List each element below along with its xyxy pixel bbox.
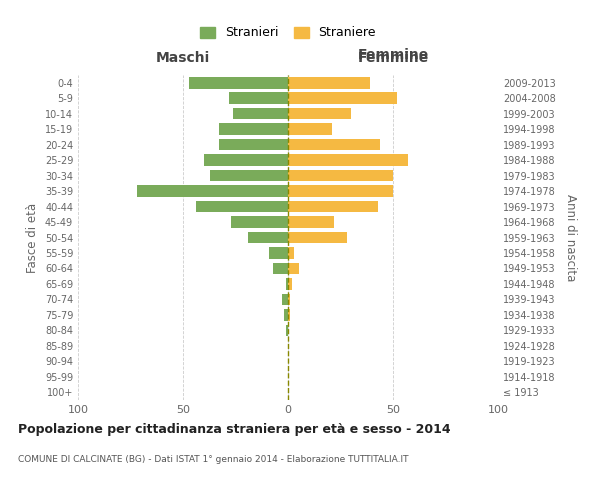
Bar — [284, 309, 288, 320]
Bar — [288, 232, 347, 243]
Bar — [229, 92, 288, 104]
Bar — [286, 278, 288, 289]
Bar — [282, 294, 288, 305]
Bar — [288, 278, 292, 289]
Bar — [218, 139, 288, 150]
Bar — [189, 77, 288, 88]
Bar — [274, 262, 288, 274]
Bar — [288, 186, 393, 197]
Bar — [204, 154, 288, 166]
Bar — [288, 294, 290, 305]
Legend: Stranieri, Straniere: Stranieri, Straniere — [196, 22, 380, 43]
Bar — [233, 108, 288, 120]
Bar — [288, 154, 408, 166]
Text: Femmine: Femmine — [358, 48, 428, 62]
Bar — [288, 139, 380, 150]
Bar — [288, 309, 290, 320]
Bar — [288, 170, 393, 181]
Text: Femmine: Femmine — [358, 51, 428, 65]
Bar — [196, 200, 288, 212]
Bar — [288, 216, 334, 228]
Y-axis label: Fasce di età: Fasce di età — [26, 202, 39, 272]
Bar — [137, 186, 288, 197]
Bar — [210, 170, 288, 181]
Bar — [248, 232, 288, 243]
Bar — [288, 92, 397, 104]
Y-axis label: Anni di nascita: Anni di nascita — [564, 194, 577, 281]
Text: COMUNE DI CALCINATE (BG) - Dati ISTAT 1° gennaio 2014 - Elaborazione TUTTITALIA.: COMUNE DI CALCINATE (BG) - Dati ISTAT 1°… — [18, 455, 409, 464]
Text: Maschi: Maschi — [156, 51, 210, 65]
Bar — [269, 247, 288, 259]
Text: Popolazione per cittadinanza straniera per età e sesso - 2014: Popolazione per cittadinanza straniera p… — [18, 422, 451, 436]
Bar — [286, 324, 288, 336]
Bar — [232, 216, 288, 228]
Bar — [288, 200, 379, 212]
Bar — [288, 124, 332, 135]
Bar — [218, 124, 288, 135]
Bar — [288, 108, 351, 120]
Bar — [288, 262, 299, 274]
Bar — [288, 77, 370, 88]
Bar — [288, 247, 295, 259]
